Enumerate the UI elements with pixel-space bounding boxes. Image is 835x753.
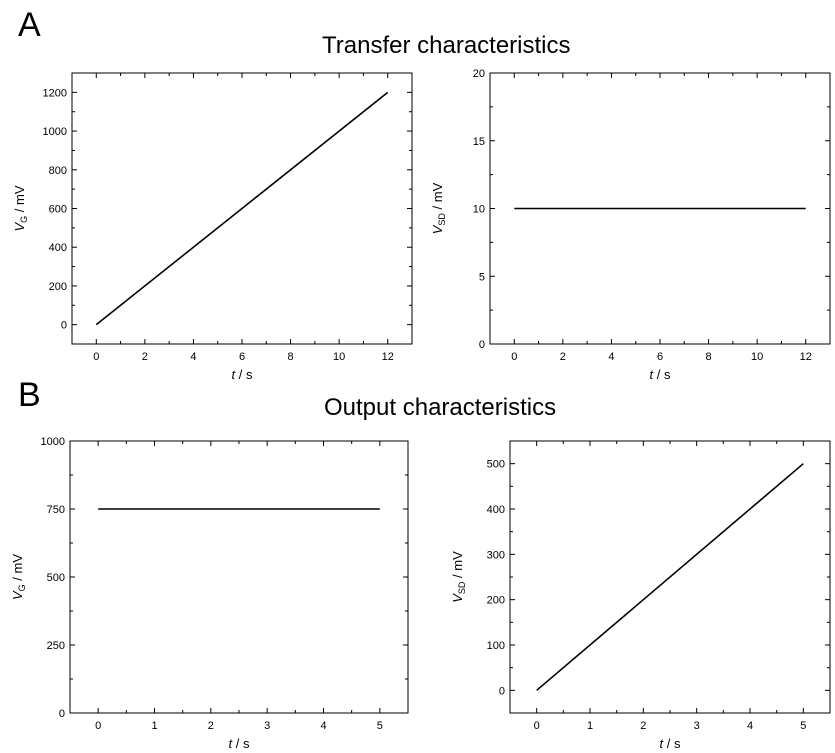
chart-b-right-y-tick-label: 200	[487, 595, 505, 607]
chart-b-left-x-axis-label: t / s	[229, 736, 250, 751]
chart-b-left-y-tick-label: 0	[59, 708, 65, 720]
chart-a-left-x-tick-label: 10	[333, 351, 345, 363]
chart-a-left: 0 2 4 6 8 10 12 0 200 400 600 800 1000 1200 t / s VG / …	[12, 72, 413, 382]
panel-a-label: A	[18, 6, 41, 44]
panel-b-label: B	[18, 376, 41, 414]
chart-a-left-x-tick-label: 8	[288, 351, 294, 363]
chart-a-left-y-tick-label: 600	[49, 204, 67, 216]
chart-b-left-x-tick-label: 0	[95, 720, 101, 732]
chart-b-right-y-tick-label: 0	[499, 685, 505, 697]
chart-a-right-y-axis-label: VSD / mV	[430, 182, 447, 234]
chart-b-left-x-tick-label: 5	[377, 720, 383, 732]
chart-b-right-x-tick-label: 0	[534, 720, 540, 732]
chart-a-left-series-line	[95, 91, 389, 326]
chart-a-right-x-axis-label: t / s	[650, 367, 671, 382]
chart-b-right-x-tick-label: 5	[800, 720, 806, 732]
chart-a-right-x-tick-label: 6	[657, 351, 663, 363]
chart-b-right-y-tick-label: 100	[487, 640, 505, 652]
chart-b-right-x-tick-label: 1	[587, 720, 593, 732]
chart-a-right-x-tick-label: 0	[511, 351, 517, 363]
chart-b-right-y-tick-label: 400	[487, 504, 505, 516]
chart-a-right-x-tick-label: 10	[751, 351, 763, 363]
chart-a-left-x-tick-label: 2	[142, 351, 148, 363]
chart-b-right-x-tick-label: 4	[747, 720, 753, 732]
chart-b-right-series-line	[536, 463, 804, 691]
chart-a-right-y-tick-label: 15	[473, 136, 485, 148]
chart-b-left-x-tick-label: 2	[208, 720, 214, 732]
chart-a-right-y-tick-label: 20	[473, 68, 485, 80]
chart-a-left-y-axis-label: VG / mV	[12, 185, 29, 231]
chart-a-left-x-tick-label: 6	[239, 351, 245, 363]
chart-b-left-plot-frame	[69, 440, 409, 714]
chart-a-left-y-tick-label: 800	[49, 165, 67, 177]
chart-a-right-x-tick-label: 2	[560, 351, 566, 363]
chart-b-left-y-tick-label: 750	[47, 504, 65, 516]
chart-a-left-x-axis-label: t / s	[232, 367, 253, 382]
chart-b-left-y-tick-label: 1000	[41, 436, 65, 448]
chart-b-right-x-tick-label: 2	[640, 720, 646, 732]
chart-b-right-x-tick-label: 3	[694, 720, 700, 732]
chart-a-left-y-tick-label: 0	[61, 320, 67, 332]
panel-a-title: Transfer characteristics	[322, 32, 571, 59]
chart-a-left-y-tick-label: 1200	[43, 87, 67, 99]
chart-b-right: 0 1 2 3 4 5 0 100 200 300 400 500 t / s VSD / mV	[450, 440, 831, 751]
chart-a-left-x-tick-label: 4	[190, 351, 196, 363]
chart-b-left-y-axis-label: VG / mV	[10, 554, 27, 600]
chart-b-right-y-tick-label: 500	[487, 459, 505, 471]
chart-b-left-x-tick-label: 4	[320, 720, 326, 732]
chart-b-right-y-tick-label: 300	[487, 549, 505, 561]
chart-a-right-y-tick-label: 5	[479, 271, 485, 283]
chart-b-right-x-axis-label: t / s	[660, 736, 681, 751]
chart-a-left-x-tick-label: 12	[382, 351, 394, 363]
chart-a-left-x-tick-label: 0	[93, 351, 99, 363]
chart-a-right: 0 2 4 6 8 10 12 0 5 10 15 20 t / s VSD / mV	[430, 68, 831, 382]
chart-a-right-x-tick-label: 4	[608, 351, 614, 363]
chart-b-left-x-tick-label: 1	[151, 720, 157, 732]
chart-a-right-y-tick-label: 0	[479, 339, 485, 351]
panel-b-title: Output characteristics	[324, 394, 557, 421]
chart-b-left: 0 1 2 3 4 5 0 250 500 750 1000 t / s VG / mV	[10, 436, 409, 751]
chart-a-left-y-tick-label: 1000	[43, 126, 67, 138]
chart-b-left-x-tick-label: 3	[264, 720, 270, 732]
chart-b-right-y-axis-label: VSD / mV	[450, 551, 467, 603]
chart-a-right-y-tick-label: 10	[473, 204, 485, 216]
chart-a-right-x-tick-label: 8	[706, 351, 712, 363]
chart-b-left-y-tick-label: 250	[47, 640, 65, 652]
chart-a-left-y-tick-label: 400	[49, 242, 67, 254]
chart-b-left-y-tick-label: 500	[47, 572, 65, 584]
chart-a-right-x-tick-label: 12	[800, 351, 812, 363]
chart-a-left-y-tick-label: 200	[49, 281, 67, 293]
